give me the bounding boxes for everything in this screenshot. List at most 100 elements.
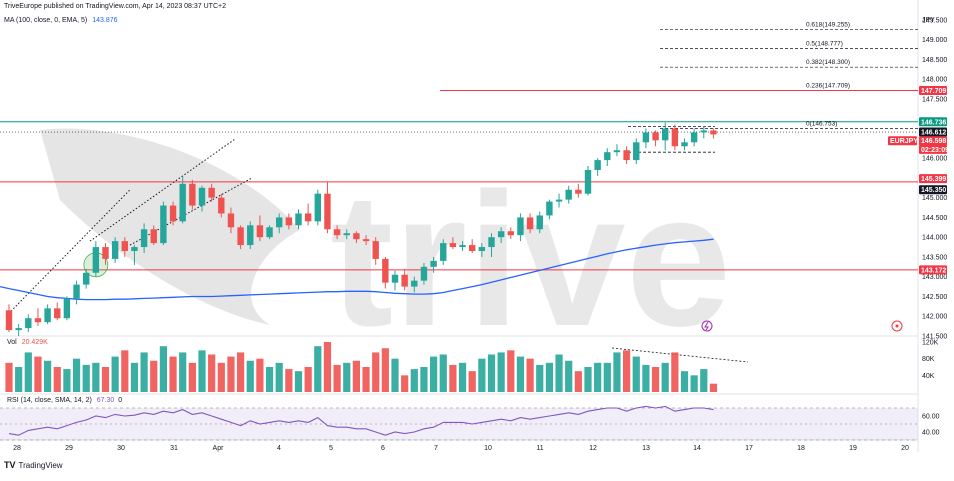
candle[interactable] bbox=[198, 185, 206, 212]
lightning-icon-future[interactable] bbox=[891, 320, 903, 332]
candle[interactable] bbox=[662, 122, 669, 151]
volume-bar[interactable] bbox=[420, 367, 428, 392]
volume-bar[interactable] bbox=[53, 367, 61, 392]
volume-bar[interactable] bbox=[343, 362, 351, 392]
volume-bar[interactable] bbox=[507, 350, 515, 392]
candle[interactable] bbox=[34, 308, 42, 327]
volume-bar[interactable] bbox=[179, 352, 187, 392]
candle[interactable] bbox=[179, 175, 186, 224]
volume-bar[interactable] bbox=[63, 369, 71, 392]
candle[interactable] bbox=[459, 241, 466, 252]
candle[interactable] bbox=[343, 229, 350, 240]
candle[interactable] bbox=[73, 280, 80, 305]
volume-bar[interactable] bbox=[159, 346, 167, 392]
candle[interactable] bbox=[208, 183, 215, 202]
candle[interactable] bbox=[391, 270, 399, 291]
volume-bar[interactable] bbox=[487, 354, 496, 393]
volume-bar[interactable] bbox=[478, 358, 486, 392]
volume-bar[interactable] bbox=[690, 375, 698, 392]
volume-bar[interactable] bbox=[44, 360, 52, 392]
volume-bar[interactable] bbox=[121, 350, 129, 392]
volume-bar[interactable] bbox=[34, 356, 42, 392]
candle[interactable] bbox=[652, 130, 659, 147]
candle[interactable] bbox=[411, 276, 418, 293]
candle[interactable] bbox=[420, 262, 428, 285]
candle[interactable] bbox=[121, 237, 128, 257]
candle[interactable] bbox=[314, 189, 321, 226]
candle[interactable] bbox=[536, 211, 543, 234]
candle[interactable] bbox=[382, 256, 389, 289]
volume-bar[interactable] bbox=[130, 362, 139, 392]
volume-bar[interactable] bbox=[333, 364, 341, 392]
candle[interactable] bbox=[247, 221, 254, 250]
volume-bar[interactable] bbox=[372, 352, 380, 392]
candle[interactable] bbox=[15, 324, 22, 336]
candle[interactable] bbox=[102, 243, 109, 265]
candle[interactable] bbox=[324, 181, 331, 234]
candle[interactable] bbox=[526, 213, 534, 234]
lightning-icon[interactable] bbox=[701, 320, 713, 332]
volume-bar[interactable] bbox=[140, 352, 148, 392]
channel-line-lower[interactable] bbox=[5, 189, 131, 317]
candle[interactable] bbox=[517, 213, 524, 242]
volume-bar[interactable] bbox=[632, 356, 640, 392]
candle[interactable] bbox=[478, 243, 486, 257]
volume-bar[interactable] bbox=[169, 356, 177, 392]
volume-bar[interactable] bbox=[516, 356, 525, 392]
volume-bar[interactable] bbox=[439, 354, 447, 393]
candle[interactable] bbox=[256, 215, 264, 242]
volume-bar[interactable] bbox=[208, 354, 216, 393]
volume-bar[interactable] bbox=[188, 362, 196, 392]
volume-bar[interactable] bbox=[198, 350, 206, 392]
volume-bar[interactable] bbox=[72, 358, 81, 392]
volume-bar[interactable] bbox=[536, 364, 544, 392]
volume-bar[interactable] bbox=[642, 364, 650, 392]
volume-bar[interactable] bbox=[458, 362, 467, 392]
volume-bar[interactable] bbox=[150, 360, 158, 392]
candle[interactable] bbox=[276, 213, 283, 234]
candle[interactable] bbox=[710, 128, 717, 139]
volume-bar[interactable] bbox=[401, 375, 409, 392]
volume-bar[interactable] bbox=[661, 362, 669, 392]
candle[interactable] bbox=[54, 302, 61, 321]
volume-bar[interactable] bbox=[613, 352, 621, 392]
candle[interactable] bbox=[372, 237, 379, 265]
candle[interactable] bbox=[440, 239, 447, 265]
candle[interactable] bbox=[25, 314, 32, 333]
volume-bar[interactable] bbox=[352, 360, 360, 392]
candle[interactable] bbox=[131, 245, 138, 265]
candle[interactable] bbox=[111, 237, 119, 263]
candle[interactable] bbox=[362, 235, 370, 246]
candle[interactable] bbox=[642, 128, 650, 149]
volume-bar[interactable] bbox=[671, 352, 679, 392]
volume-bar[interactable] bbox=[101, 367, 110, 392]
volume-trend-line[interactable] bbox=[611, 347, 749, 363]
candle[interactable] bbox=[333, 225, 341, 240]
volume-legend-label[interactable]: Vol bbox=[7, 339, 17, 346]
candle[interactable] bbox=[169, 201, 177, 226]
candle[interactable] bbox=[295, 209, 302, 230]
candle[interactable] bbox=[285, 213, 293, 230]
volume-bar[interactable] bbox=[314, 346, 322, 392]
ma-legend-label[interactable]: MA (100, close, 0, EMA, 5) bbox=[4, 17, 88, 24]
candle[interactable] bbox=[690, 128, 698, 147]
candle[interactable] bbox=[266, 225, 273, 240]
volume-bar[interactable] bbox=[410, 369, 418, 392]
candle[interactable] bbox=[150, 225, 157, 246]
candle[interactable] bbox=[546, 199, 553, 220]
volume-bar[interactable] bbox=[555, 354, 563, 393]
volume-bar[interactable] bbox=[304, 367, 312, 392]
candle[interactable] bbox=[227, 207, 235, 234]
candle[interactable] bbox=[604, 148, 611, 167]
candle[interactable] bbox=[353, 231, 360, 244]
volume-bar[interactable] bbox=[237, 352, 245, 392]
volume-bar[interactable] bbox=[584, 367, 592, 392]
volume-bar[interactable] bbox=[362, 367, 370, 392]
volume-bar[interactable] bbox=[468, 371, 476, 392]
volume-bar[interactable] bbox=[285, 369, 293, 392]
candle[interactable] bbox=[469, 239, 476, 253]
volume-bar[interactable] bbox=[24, 352, 32, 392]
volume-bar[interactable] bbox=[497, 352, 505, 392]
volume-bar[interactable] bbox=[574, 371, 582, 392]
candle[interactable] bbox=[449, 237, 457, 250]
